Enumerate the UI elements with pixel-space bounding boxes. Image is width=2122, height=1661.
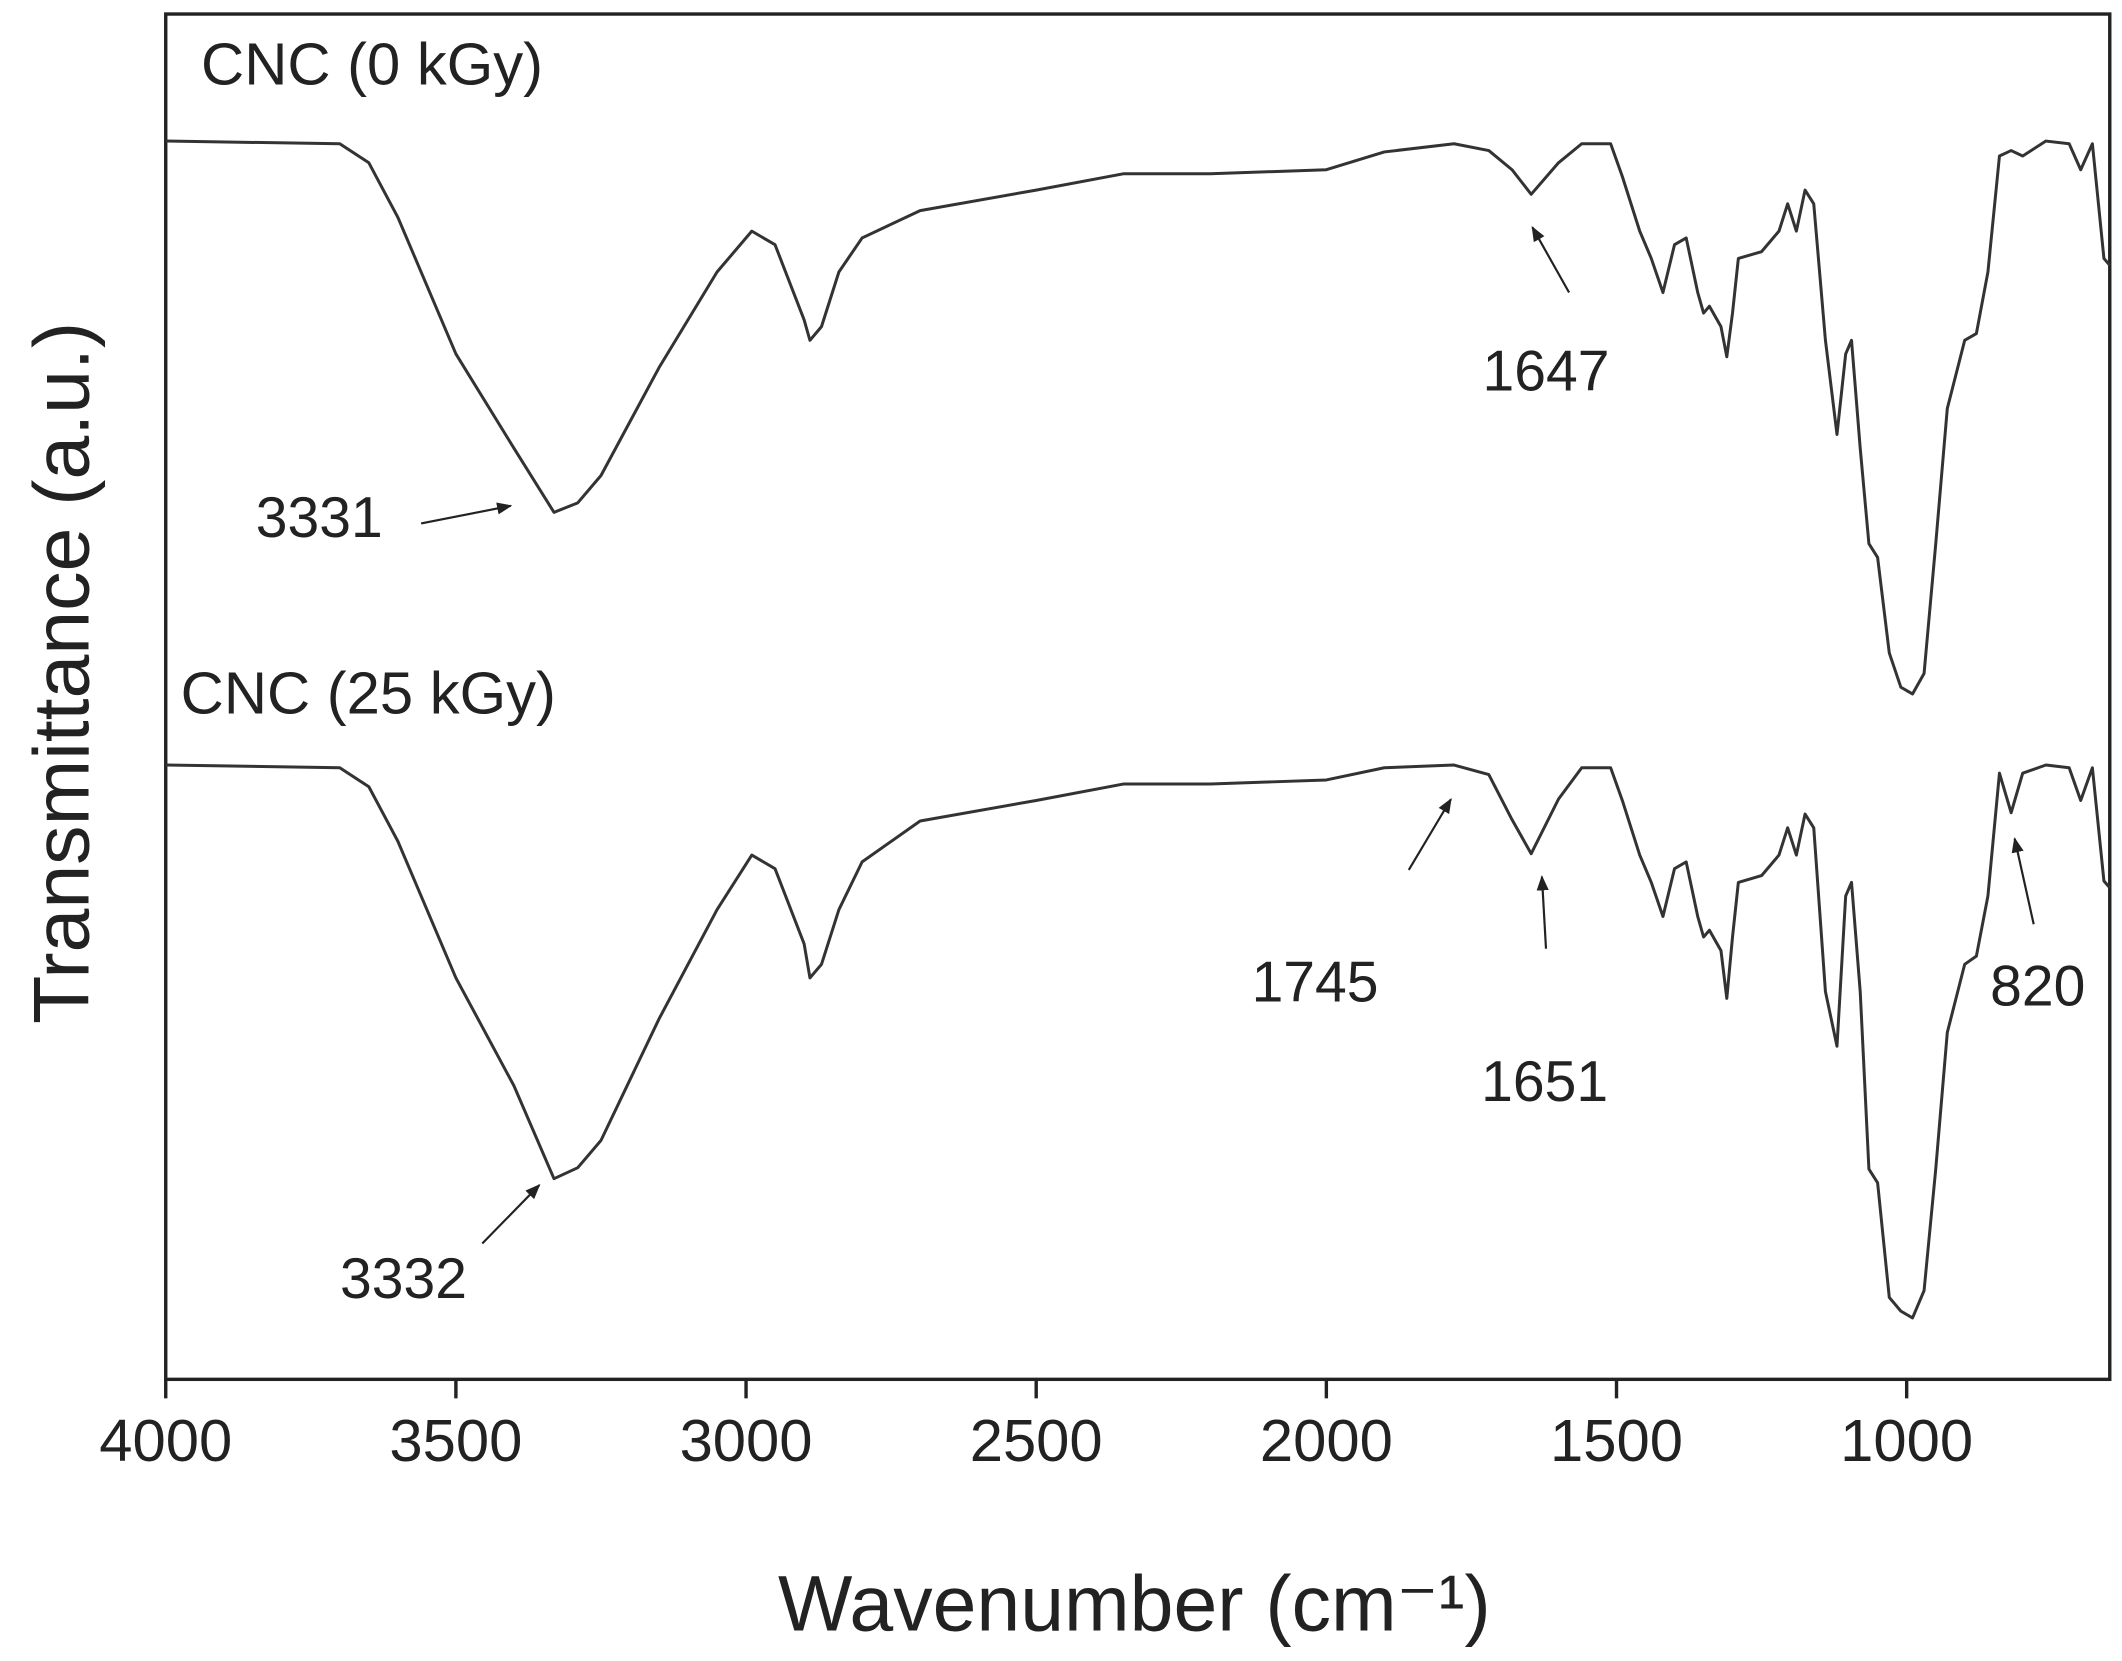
peak-arrow (1536, 875, 1549, 949)
peak-arrow (481, 1183, 541, 1245)
peak-arrow (420, 502, 513, 525)
y-axis-title: Transmittance (a.u.) (17, 322, 105, 1024)
peak-arrow (1407, 797, 1452, 871)
peak-label: 1745 (1252, 951, 1379, 1015)
peak-label: 3331 (256, 486, 383, 550)
x-tick-label: 1500 (1550, 1407, 1683, 1474)
peak-arrow (2011, 837, 2035, 925)
spectrum-line (165, 763, 2111, 1320)
x-tick-label: 3500 (389, 1407, 522, 1474)
peak-label: 1651 (1481, 1050, 1608, 1114)
series-label: CNC (25 kGy) (181, 660, 556, 727)
x-tick-label: 2000 (1260, 1407, 1393, 1474)
x-tick-label: 4000 (99, 1407, 232, 1474)
x-tick-label: 3000 (680, 1407, 813, 1474)
spectrum-line (165, 139, 2111, 696)
x-axis-title: Wavenumber (cm⁻¹) (778, 1560, 1491, 1648)
x-tick-label: 2500 (970, 1407, 1103, 1474)
series-label: CNC (0 kGy) (201, 31, 543, 98)
x-tick-label: 1000 (1840, 1407, 1973, 1474)
plot-frame (164, 12, 2112, 1382)
peak-label: 820 (1990, 955, 2085, 1019)
peak-label: 1647 (1483, 339, 1610, 403)
peak-arrow (1531, 225, 1571, 294)
peak-label: 3332 (340, 1247, 467, 1311)
